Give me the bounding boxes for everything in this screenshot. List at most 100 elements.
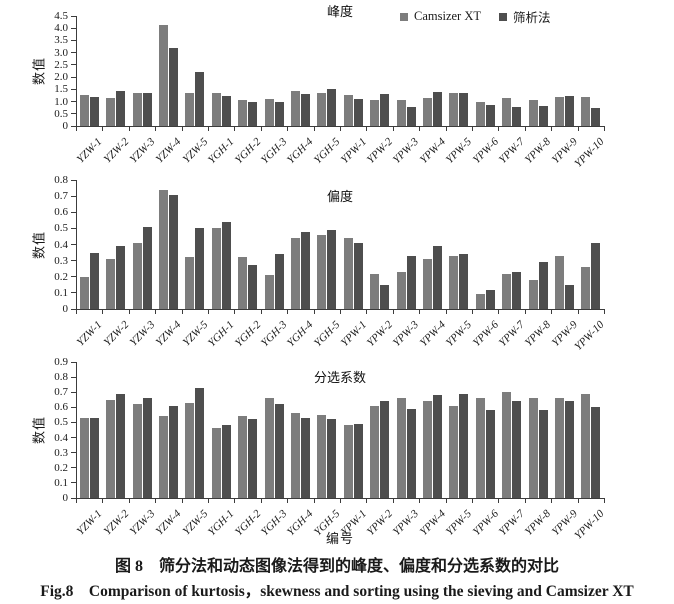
y-tick-label: 0.1 xyxy=(54,286,68,299)
legend-label-camsizer: Camsizer XT xyxy=(414,9,481,23)
y-tick xyxy=(71,88,76,90)
kurtosis-plot-area xyxy=(76,16,605,127)
bar-YGH-4-sieving xyxy=(300,93,310,126)
bar-YPW-7-camsizer xyxy=(502,97,512,126)
x-tick xyxy=(287,499,289,503)
bar-YZW-5-sieving xyxy=(195,228,205,309)
bar-YPW-5-sieving xyxy=(459,393,469,498)
legend-item-sieving: 筛析法 xyxy=(499,7,551,26)
x-tick xyxy=(472,310,473,314)
y-tick xyxy=(71,376,76,378)
bar-YGH-4-camsizer xyxy=(290,90,300,126)
x-tick xyxy=(524,499,526,503)
bar-YZW-2-camsizer xyxy=(106,399,116,498)
x-tick xyxy=(234,499,236,503)
y-tick xyxy=(71,276,76,278)
bar-YZW-5-sieving xyxy=(195,387,205,498)
bar-YZW-1-sieving xyxy=(89,97,99,126)
y-tick xyxy=(71,260,76,262)
x-tick xyxy=(577,310,579,314)
x-tick xyxy=(287,127,289,131)
bar-YPW-5-camsizer xyxy=(449,405,459,498)
bar-YGH-5-camsizer xyxy=(317,93,327,126)
bar-YZW-4-camsizer xyxy=(158,24,168,126)
x-tick xyxy=(340,310,341,314)
x-tick xyxy=(234,127,236,131)
y-tick xyxy=(71,227,76,229)
x-tick xyxy=(76,127,77,131)
x-tick xyxy=(260,310,262,314)
x-tick xyxy=(366,310,368,314)
skewness-chart-title: 偏度 xyxy=(326,189,353,204)
bar-YPW-1-camsizer xyxy=(343,425,353,498)
skewness-plot-area xyxy=(76,180,605,310)
bar-YPW-2-sieving xyxy=(380,284,390,309)
bar-YZW-5-camsizer xyxy=(185,93,195,126)
bar-YPW-6-camsizer xyxy=(475,294,485,309)
bar-YPW-5-camsizer xyxy=(449,92,459,126)
legend: Camsizer XT 筛析法 xyxy=(400,7,551,26)
x-tick xyxy=(604,127,605,131)
bar-YZW-3-camsizer xyxy=(132,93,142,126)
bar-YZW-4-sieving xyxy=(168,47,178,126)
legend-item-camsizer: Camsizer XT xyxy=(400,9,481,24)
bar-YZW-4-sieving xyxy=(168,194,178,309)
x-tick xyxy=(181,127,183,131)
bar-YPW-8-sieving xyxy=(538,105,548,126)
bar-YGH-2-camsizer xyxy=(238,416,248,498)
x-tick xyxy=(445,127,447,131)
bar-YPW-4-camsizer xyxy=(422,97,432,126)
x-tick xyxy=(155,127,157,131)
sorting-plot-area xyxy=(76,362,605,499)
x-tick xyxy=(604,310,605,314)
y-tick xyxy=(71,195,76,197)
bar-YGH-3-sieving xyxy=(274,102,284,126)
bar-YZW-5-sieving xyxy=(195,72,205,126)
bar-YZW-5-camsizer xyxy=(185,402,195,498)
x-tick xyxy=(419,499,421,503)
kurtosis-chart-title: 峰度 xyxy=(326,4,353,19)
bar-YPW-7-sieving xyxy=(512,401,522,498)
bar-YPW-2-sieving xyxy=(380,93,390,126)
sorting-y-axis-label: 数值 xyxy=(31,415,47,445)
bar-YPW-10-sieving xyxy=(591,107,601,126)
caption-chinese: 图 8 筛分法和动态图像法得到的峰度、偏度和分选系数的对比 xyxy=(114,558,559,575)
bar-YGH-3-sieving xyxy=(274,254,284,309)
bar-YPW-8-sieving xyxy=(538,262,548,309)
bar-YPW-3-camsizer xyxy=(396,99,406,126)
bar-YPW-8-camsizer xyxy=(528,398,538,498)
bar-YPW-9-camsizer xyxy=(554,255,564,309)
bar-YPW-7-camsizer xyxy=(502,273,512,309)
y-tick-label: 4.0 xyxy=(54,22,68,35)
x-tick xyxy=(313,499,315,503)
bar-YGH-1-camsizer xyxy=(211,428,221,498)
bar-YPW-10-camsizer xyxy=(581,267,591,309)
bar-YZW-2-camsizer xyxy=(106,97,116,126)
bar-YPW-5-camsizer xyxy=(449,255,459,309)
sorting-chart-title: 分选系数 xyxy=(313,370,366,385)
x-tick xyxy=(551,499,553,503)
bar-YZW-4-camsizer xyxy=(158,416,168,498)
bar-YPW-1-camsizer xyxy=(343,238,353,309)
bar-YPW-10-sieving xyxy=(591,242,601,309)
y-tick-label: 0.7 xyxy=(54,386,68,399)
sorting-chart: 分选系数 数值 编号 0 0.1 0.2 0.3 0.4 0.5 0.6 0.7 0.8 0.9 Y… xyxy=(0,345,674,546)
x-tick xyxy=(340,127,341,131)
x-tick xyxy=(392,499,394,503)
bar-YPW-4-sieving xyxy=(432,246,442,309)
bar-YPW-1-camsizer xyxy=(343,94,353,126)
x-tick xyxy=(128,499,130,503)
bar-YGH-3-camsizer xyxy=(264,99,274,126)
y-tick-label: 0 xyxy=(62,492,69,504)
bar-YGH-1-sieving xyxy=(221,425,231,498)
bar-YGH-5-sieving xyxy=(327,419,337,498)
y-tick xyxy=(71,27,76,29)
bar-YZW-4-sieving xyxy=(168,405,178,498)
y-tick-label: 3.5 xyxy=(54,34,68,47)
y-tick-label: 1.5 xyxy=(54,83,68,96)
y-tick xyxy=(71,15,76,17)
x-tick xyxy=(392,310,394,314)
bar-YPW-6-camsizer xyxy=(475,101,485,126)
y-tick xyxy=(71,113,76,115)
bar-YGH-4-sieving xyxy=(300,231,310,309)
